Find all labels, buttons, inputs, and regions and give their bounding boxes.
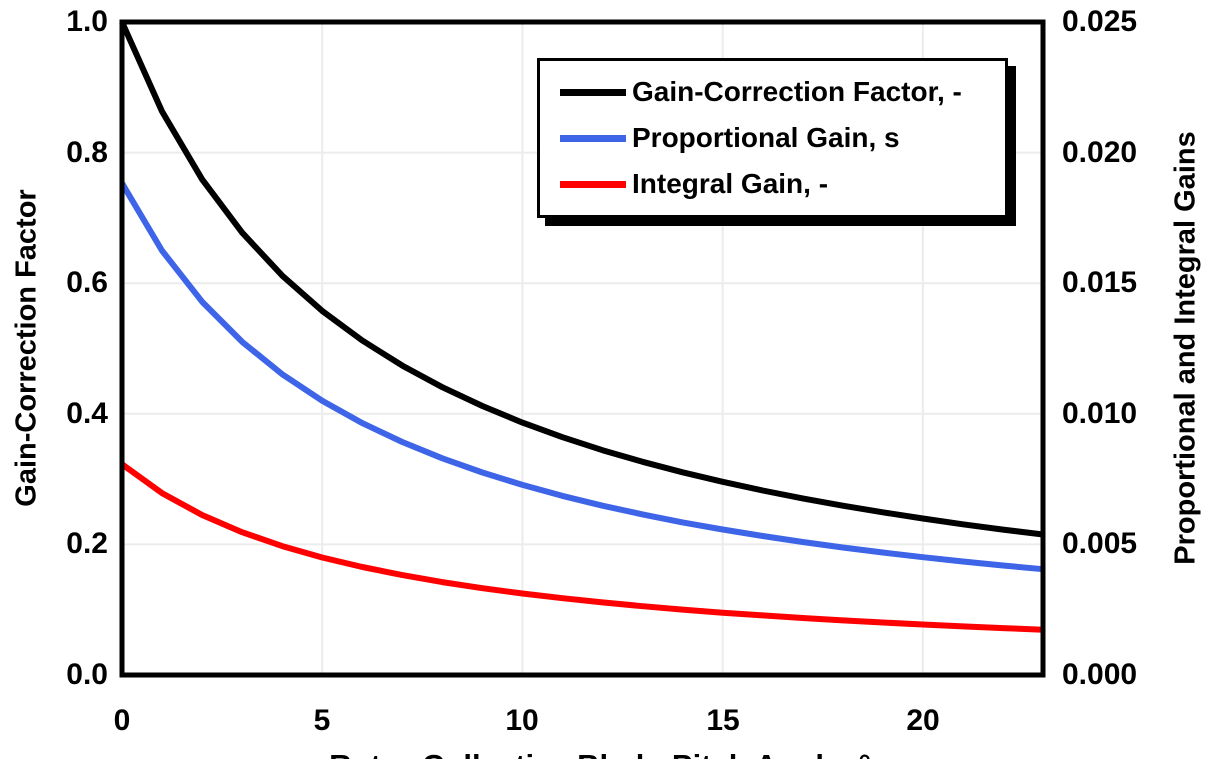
right-axis-tick: 0.005 bbox=[1062, 527, 1138, 560]
legend: Gain-Correction Factor, - Proportional G… bbox=[537, 58, 1008, 218]
x-axis-tick: 10 bbox=[505, 704, 539, 737]
x-axis-tick: 5 bbox=[313, 704, 331, 737]
x-axis-tick: 0 bbox=[113, 704, 131, 737]
legend-item: Proportional Gain, s bbox=[560, 123, 1005, 153]
x-axis-title: Rotor-Collective Blade-Pitch Angle, ° bbox=[329, 748, 871, 759]
legend-line-swatch-blue bbox=[560, 134, 626, 142]
legend-label: Proportional Gain, s bbox=[632, 122, 900, 153]
left-axis-tick: 1.0 bbox=[66, 5, 108, 38]
legend-line-swatch-red bbox=[560, 180, 626, 188]
legend-line-swatch-black bbox=[560, 88, 626, 96]
right-axis-tick: 0.015 bbox=[1062, 266, 1138, 299]
right-axis-tick: 0.010 bbox=[1062, 397, 1138, 430]
legend-label: Integral Gain, - bbox=[632, 168, 829, 199]
legend-item: Gain-Correction Factor, - bbox=[560, 77, 1005, 107]
legend-item: Integral Gain, - bbox=[560, 169, 1005, 199]
right-axis-tick: 0.020 bbox=[1062, 136, 1138, 169]
left-axis-tick: 0.8 bbox=[66, 136, 108, 169]
left-axis-tick: 0.4 bbox=[66, 397, 108, 430]
right-axis-tick: 0.025 bbox=[1062, 5, 1138, 38]
left-axis-tick: 0.0 bbox=[66, 658, 108, 691]
x-axis-tick: 20 bbox=[906, 704, 940, 737]
x-axis-tick: 15 bbox=[706, 704, 740, 737]
left-axis-tick: 0.2 bbox=[66, 527, 108, 560]
right-axis-title: Proportional and Integral Gains bbox=[1169, 131, 1202, 565]
left-axis-title: Gain-Correction Factor bbox=[10, 189, 43, 507]
right-axis-tick: 0.000 bbox=[1062, 658, 1138, 691]
left-axis-tick: 0.6 bbox=[66, 266, 108, 299]
legend-label: Gain-Correction Factor, - bbox=[632, 76, 962, 107]
